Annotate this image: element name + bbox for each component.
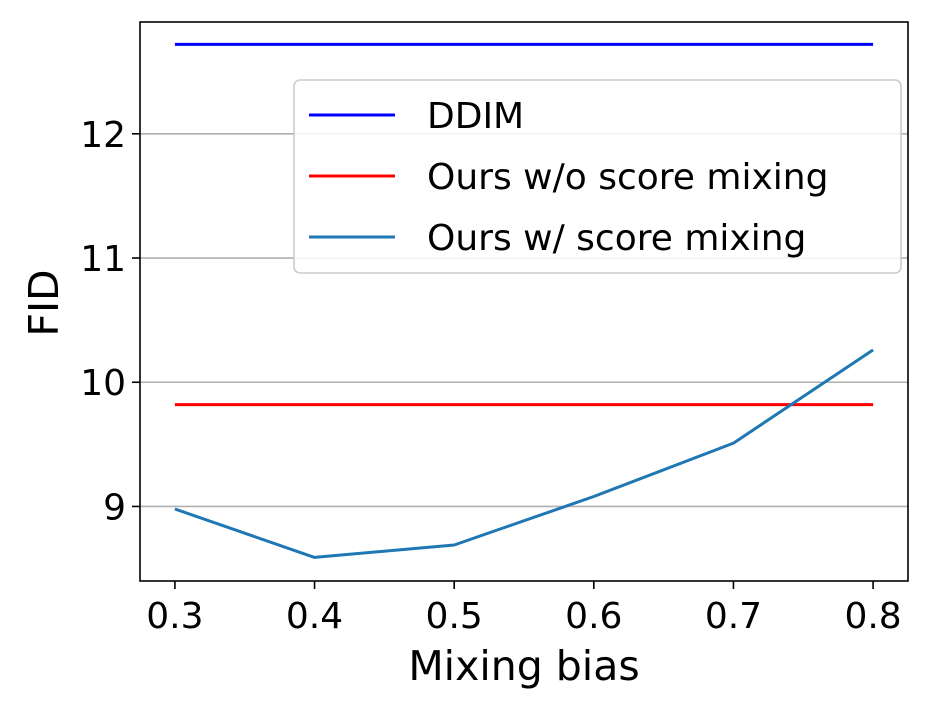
series-line-3 — [174, 348, 874, 559]
legend-box — [293, 79, 902, 274]
y-tick-label: 11 — [80, 239, 126, 280]
x-tick-label: 0.5 — [426, 596, 483, 637]
legend-label: DDIM — [427, 96, 524, 137]
y-tick-label: 9 — [103, 487, 126, 528]
series-lines — [174, 42, 874, 559]
y-axis-label: FID — [20, 269, 68, 336]
x-tick-label: 0.7 — [705, 596, 762, 637]
legend: DDIM Ours w/o score mixing Ours w/ score m… — [293, 79, 902, 274]
x-tick-label: 0.3 — [146, 596, 203, 637]
y-tick-label: 12 — [80, 115, 126, 156]
y-tick-label: 10 — [80, 363, 126, 404]
y-axis-ticks: 9 10 11 12 — [80, 115, 140, 528]
legend-label: Ours w/o score mixing — [427, 157, 828, 198]
x-tick-label: 0.4 — [286, 596, 343, 637]
legend-label: Ours w/ score mixing — [427, 218, 806, 259]
x-axis-ticks: 0.3 0.4 0.5 0.6 0.7 0.8 — [146, 581, 902, 637]
x-tick-label: 0.8 — [844, 596, 901, 637]
plot-frame — [139, 21, 909, 582]
x-tick-label: 0.6 — [565, 596, 622, 637]
x-axis-label: Mixing bias — [408, 642, 639, 690]
